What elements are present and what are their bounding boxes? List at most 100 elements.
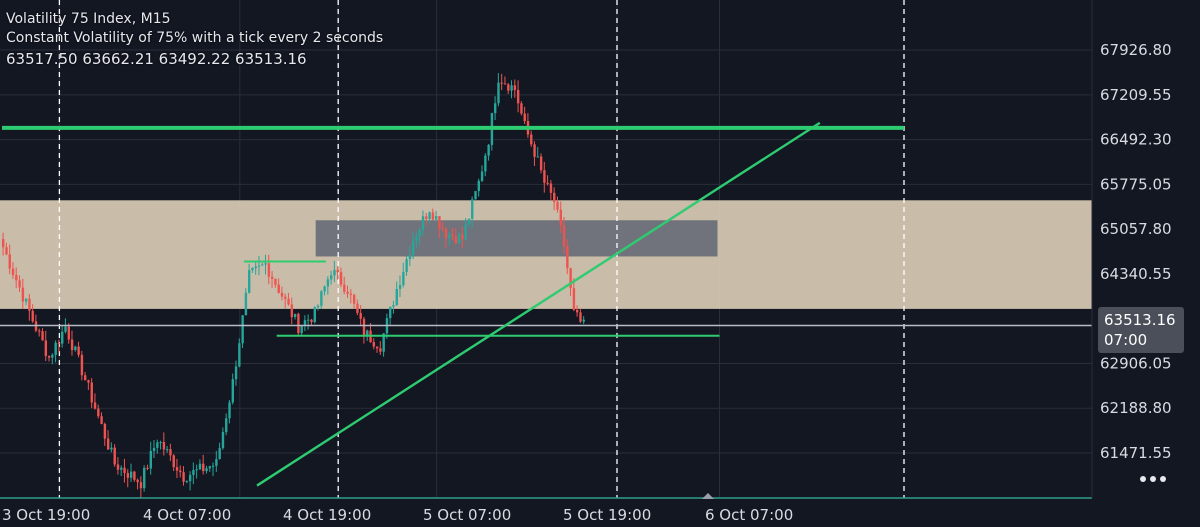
candle-body bbox=[244, 292, 248, 316]
candle-body bbox=[320, 291, 323, 306]
candle-body bbox=[503, 83, 507, 85]
candle-body bbox=[418, 229, 421, 237]
candle-body bbox=[225, 418, 228, 433]
candle-body bbox=[507, 84, 510, 91]
candle-body bbox=[402, 271, 405, 286]
price-tick-label: 65775.05 bbox=[1100, 175, 1172, 193]
candle-body bbox=[221, 432, 225, 449]
candle-body bbox=[270, 276, 274, 279]
candle-body bbox=[28, 298, 31, 311]
candle-body bbox=[477, 180, 480, 192]
candle-body bbox=[356, 303, 359, 313]
candle-body bbox=[461, 234, 464, 240]
candle-body bbox=[290, 304, 294, 318]
candle-body bbox=[448, 234, 451, 239]
candle-body bbox=[146, 467, 149, 469]
candle-body bbox=[208, 466, 212, 469]
candle-body bbox=[202, 463, 205, 472]
chart-legend: Volatility 75 Index, M15 Constant Volati… bbox=[6, 10, 383, 69]
candle-body bbox=[333, 269, 336, 276]
candle-body bbox=[471, 199, 474, 219]
candle-body bbox=[326, 279, 330, 287]
candle-body bbox=[405, 259, 408, 272]
candle-body bbox=[457, 234, 461, 244]
candle-body bbox=[582, 319, 585, 322]
candle-body bbox=[566, 246, 569, 269]
candle-body bbox=[441, 228, 444, 230]
price-tick-label: 67209.55 bbox=[1100, 86, 1172, 104]
candle-body bbox=[205, 468, 208, 472]
candle-body bbox=[61, 331, 64, 344]
candle-body bbox=[57, 342, 61, 344]
candle-body bbox=[215, 459, 218, 466]
candle-body bbox=[536, 156, 540, 158]
candle-body bbox=[188, 474, 192, 482]
candle-body bbox=[169, 449, 172, 456]
candle-body bbox=[395, 289, 398, 306]
candle-body bbox=[47, 355, 51, 358]
candle-body bbox=[41, 331, 44, 341]
candle-body bbox=[569, 268, 572, 289]
symbol-title: Volatility 75 Index, M15 bbox=[6, 11, 171, 27]
candle-body bbox=[313, 307, 316, 323]
candle-body bbox=[421, 216, 425, 230]
inner-zone bbox=[315, 220, 718, 257]
candle-body bbox=[103, 423, 107, 439]
candle-body bbox=[408, 254, 412, 260]
candle-body bbox=[480, 171, 484, 181]
candle-body bbox=[120, 467, 123, 470]
candle-body bbox=[261, 264, 264, 266]
candle-body bbox=[389, 306, 392, 319]
candle-body bbox=[303, 320, 307, 326]
candle-body bbox=[139, 482, 143, 489]
candle-body bbox=[428, 212, 431, 220]
candle-body bbox=[562, 225, 566, 247]
price-tick-label: 65057.80 bbox=[1100, 220, 1172, 238]
candle-body bbox=[93, 402, 97, 409]
candle-body bbox=[375, 346, 379, 349]
candle-body bbox=[31, 310, 34, 322]
candle-body bbox=[382, 333, 385, 352]
candle-body bbox=[51, 354, 54, 358]
candle-body bbox=[346, 291, 349, 294]
candle-body bbox=[500, 82, 503, 84]
candle-body bbox=[330, 275, 333, 280]
dot-icon bbox=[1160, 476, 1166, 482]
candle-body bbox=[553, 192, 556, 203]
time-tick-label: 5 Oct 07:00 bbox=[423, 506, 511, 524]
candle-body bbox=[185, 481, 189, 483]
candle-body bbox=[70, 339, 74, 351]
candle-body bbox=[228, 402, 231, 419]
candle-body bbox=[572, 288, 576, 310]
dot-icon bbox=[1140, 476, 1146, 482]
candle-body bbox=[8, 254, 11, 269]
candle-body bbox=[549, 183, 553, 193]
price-tick-label: 62906.05 bbox=[1100, 354, 1172, 372]
last-price-label: 63513.16 07:00 bbox=[1098, 307, 1184, 353]
last-price-value: 63513.16 bbox=[1104, 311, 1176, 329]
candle-body bbox=[264, 263, 267, 265]
candle-body bbox=[359, 312, 362, 319]
candle-body bbox=[182, 472, 185, 482]
candle-body bbox=[339, 272, 343, 285]
candle-body bbox=[166, 449, 169, 451]
candle-body bbox=[106, 438, 110, 450]
candle-body bbox=[218, 448, 221, 460]
candle-body bbox=[80, 354, 84, 376]
candle-body bbox=[11, 268, 15, 275]
candle-body bbox=[579, 312, 582, 322]
candle-body bbox=[438, 216, 441, 229]
price-tick-label: 61471.55 bbox=[1100, 444, 1172, 462]
candle-body bbox=[241, 315, 244, 344]
candle-body bbox=[195, 469, 198, 471]
more-options-button[interactable] bbox=[1140, 466, 1176, 486]
candle-body bbox=[24, 298, 28, 302]
candle-body bbox=[251, 268, 254, 271]
candle-body bbox=[576, 309, 579, 313]
candle-body bbox=[149, 450, 152, 469]
candle-body bbox=[2, 238, 5, 248]
price-tick-label: 62188.80 bbox=[1100, 399, 1172, 417]
candle-body bbox=[152, 447, 156, 451]
candle-body bbox=[116, 464, 120, 470]
